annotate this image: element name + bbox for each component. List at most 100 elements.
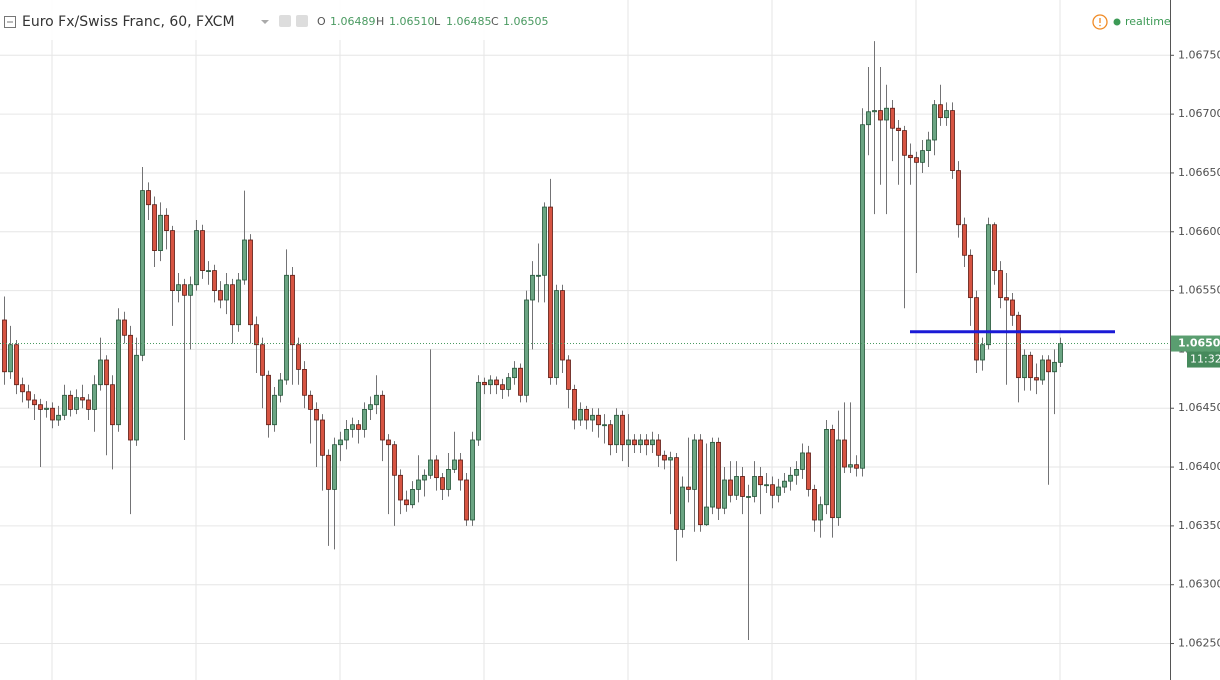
candle-body [974, 297, 979, 361]
candle-body [296, 344, 301, 370]
candle-body [1040, 359, 1045, 381]
candle-body [62, 394, 67, 416]
candle-body [926, 139, 931, 151]
candle-body [26, 391, 31, 401]
candle-body [518, 367, 523, 396]
candle-body [416, 479, 421, 490]
candle-body [458, 459, 463, 481]
candle-body [392, 444, 397, 476]
candle-body [1016, 314, 1021, 379]
candle-body [440, 477, 445, 490]
candle-body [884, 107, 889, 121]
symbol-title[interactable]: Euro Fx/Swiss Franc, 60, FXCM [22, 14, 235, 30]
ohlc-letter: L [434, 15, 441, 28]
candle-body [668, 457, 673, 461]
candle-body [356, 424, 361, 430]
candle-body [1058, 343, 1063, 363]
title-dropdown[interactable] [261, 20, 269, 24]
candle-body [764, 484, 769, 487]
candle-body [452, 459, 457, 470]
y-tick-label: 1.06550 [1178, 284, 1220, 297]
candle-body [848, 464, 853, 468]
candle-body [1034, 377, 1039, 381]
candle-body [806, 452, 811, 490]
candle-body [854, 464, 859, 469]
candle-body [488, 379, 493, 386]
candle-body [278, 379, 283, 396]
candle-body [800, 452, 805, 470]
candle-body [362, 409, 367, 430]
candle-body [836, 439, 841, 519]
candle-body [248, 239, 253, 326]
candle-body [578, 409, 583, 421]
candle-body [140, 190, 145, 356]
candle-body [92, 384, 97, 410]
candle-body [158, 214, 163, 251]
candle-body [512, 367, 517, 379]
candle-body [830, 429, 835, 519]
candle-body [350, 424, 355, 430]
y-tick-label: 1.06700 [1178, 107, 1220, 120]
collapse-icon[interactable] [4, 16, 16, 28]
candle-body [842, 439, 847, 468]
candle-body [692, 439, 697, 490]
grid [51, 0, 1061, 680]
candle-body [734, 476, 739, 496]
ohlc-value: 1.06505 [503, 15, 549, 28]
candle-body [86, 399, 91, 410]
status-text: realtime [1125, 15, 1171, 28]
candle-body [572, 389, 577, 421]
candle-body [650, 439, 655, 446]
candle-body [494, 379, 499, 386]
candle-body [320, 419, 325, 456]
candle-body [38, 404, 43, 410]
candle-body [374, 394, 379, 406]
candle-body [962, 224, 967, 256]
status-dot [1113, 18, 1121, 26]
ohlc-value: 1.06485 [446, 15, 492, 28]
candle-body [554, 290, 559, 379]
candle-body [98, 359, 103, 386]
y-tick-label: 1.06750 [1178, 48, 1220, 61]
candle-body [890, 107, 895, 129]
candle-body [68, 394, 73, 410]
candle-body [1022, 354, 1027, 379]
candle-body [620, 414, 625, 446]
candle-body [638, 439, 643, 446]
candle-body [332, 444, 337, 490]
ohlc-value: 1.06489 [330, 15, 376, 28]
y-tick-label: 1.06400 [1178, 460, 1220, 473]
candle-body [716, 441, 721, 509]
candle-body [740, 476, 745, 497]
candle-body [314, 409, 319, 421]
candle-body [134, 354, 139, 441]
candle-body [722, 479, 727, 509]
y-tick-label: 1.06250 [1178, 637, 1220, 650]
candle-body [422, 474, 427, 481]
candle-body [998, 270, 1003, 299]
candle-body [176, 284, 181, 291]
candle-body [308, 394, 313, 410]
candle-body [368, 404, 373, 410]
candle-body [338, 439, 343, 446]
candle-body [110, 384, 115, 426]
settings-icon[interactable] [296, 15, 308, 27]
candle-body [50, 407, 55, 421]
candle-body [548, 206, 553, 379]
candle-body [386, 439, 391, 446]
candle-body [710, 441, 715, 508]
candle-body [680, 486, 685, 530]
candle-body [446, 469, 451, 490]
candle-body [902, 130, 907, 156]
candle-body [434, 459, 439, 479]
candle-body [404, 499, 409, 506]
candle-body [590, 414, 595, 421]
candle-body [410, 489, 415, 506]
ohlc-letter: H [376, 15, 384, 28]
candle-body [230, 284, 235, 326]
eye-icon[interactable] [279, 15, 291, 27]
warning-icon[interactable] [1092, 14, 1108, 30]
candle-body [944, 110, 949, 119]
candle-body [674, 457, 679, 530]
candle-body [260, 344, 265, 376]
